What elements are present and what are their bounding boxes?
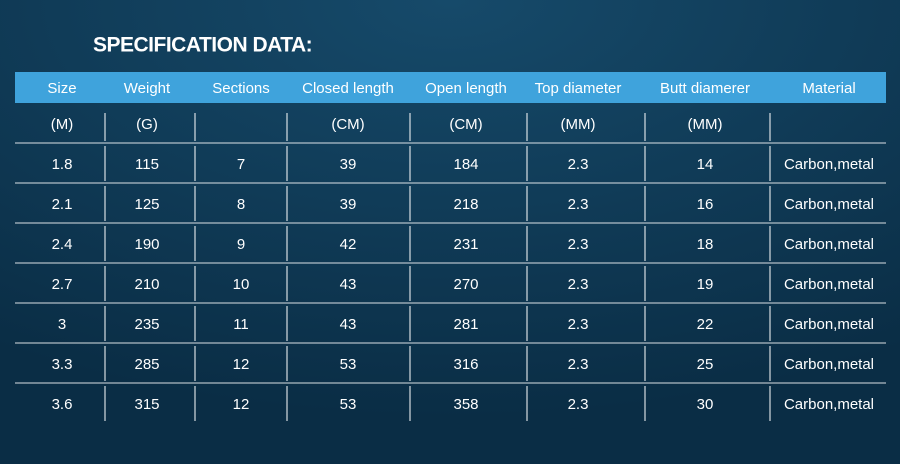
table-cell: 3	[58, 316, 66, 333]
unit-cell: (CM)	[331, 116, 364, 133]
table-cell: 42	[340, 236, 357, 253]
header-cell: Open length	[425, 80, 507, 97]
table-cell: 43	[340, 316, 357, 333]
table-cell: 12	[233, 396, 250, 413]
table-cell: 2.3	[568, 316, 589, 333]
table-cell: 30	[697, 396, 714, 413]
header-bar	[15, 72, 886, 103]
table-cell: 53	[340, 356, 357, 373]
table-cell: 2.3	[568, 396, 589, 413]
table-cell: 16	[697, 196, 714, 213]
table-cell: 281	[453, 316, 478, 333]
header-cell: Closed length	[302, 80, 394, 97]
table-cell: 285	[134, 356, 159, 373]
header-cell: Sections	[212, 80, 270, 97]
table-cell: 2.7	[52, 276, 73, 293]
table-cell: Carbon,metal	[784, 276, 874, 293]
table-cell: 190	[134, 236, 159, 253]
table-cell: 184	[453, 156, 478, 173]
table-cell: 18	[697, 236, 714, 253]
table-cell: 2.3	[568, 276, 589, 293]
table-cell: 22	[697, 316, 714, 333]
unit-cell: (CM)	[449, 116, 482, 133]
table-cell: 2.3	[568, 356, 589, 373]
table-cell: 231	[453, 236, 478, 253]
table-cell: Carbon,metal	[784, 236, 874, 253]
table-cell: 11	[233, 316, 249, 333]
table-cell: 7	[237, 156, 245, 173]
table-cell: 9	[237, 236, 245, 253]
header-cell: Size	[47, 80, 76, 97]
unit-cell: (M)	[51, 116, 74, 133]
unit-cell: (G)	[136, 116, 158, 133]
table-cell: Carbon,metal	[784, 196, 874, 213]
header-cell: Material	[802, 80, 855, 97]
table-cell: 2.4	[52, 236, 73, 253]
table-cell: Carbon,metal	[784, 396, 874, 413]
table-cell: 3.3	[52, 356, 73, 373]
table-cell: 8	[237, 196, 245, 213]
unit-cell: (MM)	[688, 116, 723, 133]
unit-cell: (MM)	[561, 116, 596, 133]
table-cell: 270	[453, 276, 478, 293]
table-cell: Carbon,metal	[784, 156, 874, 173]
table-cell: 25	[697, 356, 714, 373]
table-cell: 43	[340, 276, 357, 293]
table-cell: 10	[233, 276, 250, 293]
table-cell: 235	[134, 316, 159, 333]
header-cell: Weight	[124, 80, 171, 97]
table-cell: 115	[135, 156, 159, 173]
table-cell: 39	[340, 156, 357, 173]
header-cell: Butt diamerer	[660, 80, 750, 97]
table-cell: 210	[134, 276, 159, 293]
title: SPECIFICATION DATA:	[93, 34, 312, 57]
table-cell: 39	[340, 196, 357, 213]
table-cell: 2.3	[568, 196, 589, 213]
header-cell: Top diameter	[535, 80, 622, 97]
table-cell: 125	[134, 196, 159, 213]
table-cell: 19	[697, 276, 714, 293]
table-cell: Carbon,metal	[784, 316, 874, 333]
table-cell: 2.3	[568, 156, 589, 173]
table-cell: 358	[453, 396, 478, 413]
table-cell: 3.6	[52, 396, 73, 413]
table-cell: 218	[453, 196, 478, 213]
table-cell: 14	[697, 156, 714, 173]
table-cell: 315	[134, 396, 159, 413]
table-cell: 2.1	[52, 196, 73, 213]
table-cell: Carbon,metal	[784, 356, 874, 373]
table-cell: 12	[233, 356, 250, 373]
table-cell: 2.3	[568, 236, 589, 253]
table-cell: 316	[453, 356, 478, 373]
table-cell: 53	[340, 396, 357, 413]
table-cell: 1.8	[52, 156, 73, 173]
